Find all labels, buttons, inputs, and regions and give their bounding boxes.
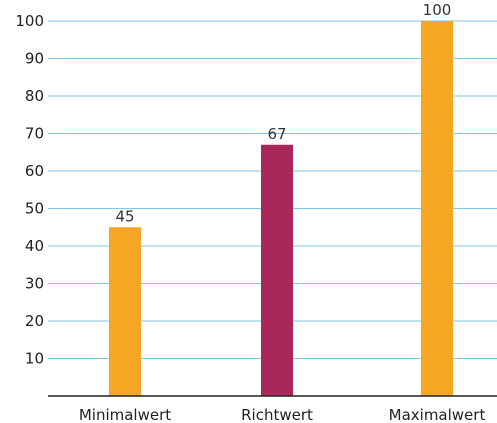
x-axis-categories: Minimalwert Richtwert Maximalwert [79, 406, 486, 423]
value-label: 67 [267, 125, 286, 143]
x-category-label: Richtwert [241, 406, 313, 423]
bar-richtwert [261, 144, 293, 396]
x-category-label: Minimalwert [79, 406, 171, 423]
y-tick-label: 60 [25, 162, 44, 180]
y-tick-label: 100 [15, 12, 44, 30]
x-category-label: Maximalwert [389, 406, 486, 423]
y-tick-label: 50 [25, 200, 44, 218]
y-tick-label: 30 [25, 275, 44, 293]
y-tick-label: 40 [25, 237, 44, 255]
y-tick-label: 80 [25, 87, 44, 105]
y-tick-label: 20 [25, 312, 44, 330]
bar-minimalwert [109, 227, 141, 396]
value-labels: 45 67 100 [115, 1, 451, 225]
y-tick-label: 10 [25, 350, 44, 368]
y-tick-label: 70 [25, 125, 44, 143]
value-label: 45 [115, 207, 134, 225]
y-tick-label: 90 [25, 50, 44, 68]
bars [109, 21, 453, 396]
bar-maximalwert [421, 21, 453, 396]
y-axis-ticks: 10 20 30 40 50 60 70 80 90 100 [15, 12, 44, 368]
value-label: 100 [423, 1, 452, 19]
